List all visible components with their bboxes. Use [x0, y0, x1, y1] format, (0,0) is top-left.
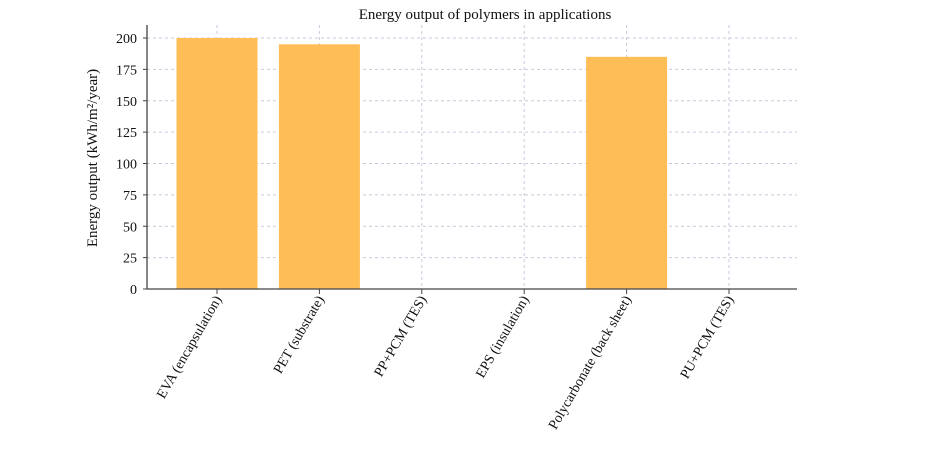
- y-tick-label: 100: [116, 158, 137, 173]
- chart-title: Energy output of polymers in application…: [359, 7, 612, 23]
- bars: [176, 38, 668, 290]
- bar: [586, 56, 668, 290]
- y-tick-label: 0: [130, 283, 137, 298]
- x-tick-label: PP+PCM (TES): [372, 293, 431, 379]
- y-tick-label: 150: [116, 95, 137, 110]
- x-tick-label: EVA (encapsulation): [154, 293, 225, 401]
- y-tick-label: 200: [116, 32, 137, 47]
- x-ticks: EVA (encapsulation) PET (substrate) PP+PCM…: [154, 289, 738, 432]
- y-tick-label: 125: [116, 126, 137, 141]
- x-tick-label: EPS (insulation): [474, 293, 533, 381]
- y-ticks: 0 25 50 75 100 125 150 175 200: [116, 32, 147, 298]
- x-tick-label: PU+PCM (TES): [678, 293, 738, 381]
- y-tick-label: 175: [116, 63, 137, 78]
- x-tick-label: PET (substrate): [271, 293, 328, 376]
- bar: [176, 38, 258, 289]
- y-axis-label: Energy output (kWh/m²/year): [85, 69, 101, 247]
- y-tick-label: 25: [123, 252, 137, 267]
- y-tick-label: 75: [123, 189, 137, 204]
- y-tick-label: 50: [123, 220, 137, 235]
- x-tick-label: Polycarbonate (back sheet): [546, 293, 635, 432]
- bar: [278, 44, 360, 290]
